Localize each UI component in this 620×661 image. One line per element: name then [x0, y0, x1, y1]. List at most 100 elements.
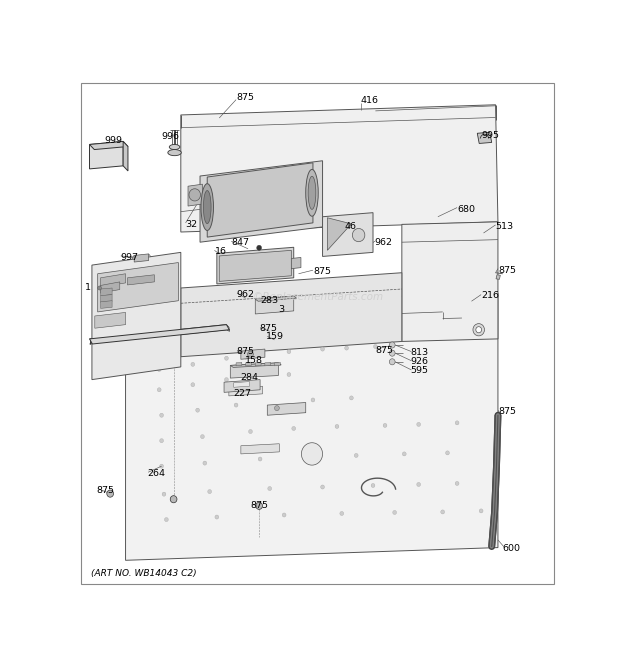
Circle shape	[473, 324, 484, 336]
Polygon shape	[100, 295, 112, 302]
Circle shape	[208, 490, 211, 494]
Polygon shape	[477, 132, 492, 143]
Text: 216: 216	[481, 291, 499, 300]
Polygon shape	[236, 362, 242, 366]
Polygon shape	[89, 141, 123, 169]
Text: 283: 283	[260, 296, 278, 305]
Circle shape	[476, 327, 482, 332]
Circle shape	[389, 342, 395, 348]
Text: 997: 997	[121, 253, 139, 262]
Polygon shape	[267, 403, 306, 415]
Text: 875: 875	[313, 267, 331, 276]
Circle shape	[354, 453, 358, 457]
Polygon shape	[81, 83, 554, 584]
Polygon shape	[219, 251, 291, 282]
Polygon shape	[200, 161, 322, 242]
Circle shape	[157, 388, 161, 392]
Circle shape	[189, 189, 200, 201]
Polygon shape	[322, 213, 373, 256]
Text: 962: 962	[374, 238, 392, 247]
Circle shape	[256, 352, 260, 356]
Polygon shape	[207, 163, 313, 237]
Circle shape	[164, 518, 168, 522]
Text: 926: 926	[410, 358, 428, 366]
Polygon shape	[100, 274, 125, 287]
Circle shape	[98, 286, 102, 290]
Polygon shape	[100, 282, 120, 293]
Circle shape	[292, 426, 296, 430]
Circle shape	[306, 455, 310, 459]
Polygon shape	[402, 222, 498, 342]
Circle shape	[224, 377, 228, 381]
Circle shape	[170, 496, 177, 503]
Circle shape	[191, 362, 195, 366]
Circle shape	[455, 421, 459, 425]
Circle shape	[247, 351, 254, 357]
Circle shape	[215, 515, 219, 519]
Text: 875: 875	[259, 324, 277, 333]
Polygon shape	[265, 362, 271, 366]
Polygon shape	[128, 275, 154, 285]
Text: 264: 264	[147, 469, 165, 479]
Text: 875: 875	[376, 346, 394, 354]
Circle shape	[191, 383, 195, 387]
Circle shape	[373, 344, 378, 348]
Text: 159: 159	[267, 332, 285, 341]
Polygon shape	[234, 381, 249, 387]
Circle shape	[446, 451, 450, 455]
Text: 875: 875	[250, 501, 268, 510]
Text: 513: 513	[495, 222, 513, 231]
Polygon shape	[100, 301, 112, 308]
Text: 1: 1	[85, 284, 91, 293]
Text: 284: 284	[240, 373, 258, 381]
Polygon shape	[89, 141, 128, 149]
Circle shape	[200, 434, 205, 439]
Text: 875: 875	[498, 266, 516, 275]
Polygon shape	[181, 104, 498, 232]
Text: 875: 875	[97, 486, 115, 494]
Circle shape	[383, 424, 387, 428]
Text: 996: 996	[162, 132, 180, 141]
Text: 3: 3	[278, 305, 285, 314]
Circle shape	[311, 398, 315, 402]
Polygon shape	[241, 349, 265, 360]
Circle shape	[417, 422, 420, 426]
Circle shape	[321, 347, 324, 351]
Circle shape	[157, 368, 161, 371]
Circle shape	[160, 439, 164, 443]
Circle shape	[268, 486, 272, 490]
Circle shape	[371, 483, 375, 488]
Polygon shape	[241, 444, 279, 454]
Circle shape	[234, 403, 238, 407]
Circle shape	[301, 443, 322, 465]
Circle shape	[107, 490, 113, 497]
Circle shape	[160, 413, 164, 417]
Text: 32: 32	[185, 220, 198, 229]
Polygon shape	[224, 379, 260, 393]
Circle shape	[160, 464, 164, 468]
Text: ©ReplacementParts.com: ©ReplacementParts.com	[252, 292, 383, 302]
Text: 875: 875	[236, 347, 254, 356]
Polygon shape	[229, 386, 262, 396]
Circle shape	[402, 452, 406, 456]
Polygon shape	[95, 313, 125, 329]
Text: 46: 46	[344, 222, 356, 231]
Circle shape	[389, 359, 395, 365]
Text: 680: 680	[457, 205, 475, 214]
Polygon shape	[246, 362, 252, 366]
Polygon shape	[327, 217, 352, 251]
Polygon shape	[217, 247, 294, 284]
Polygon shape	[255, 296, 294, 314]
Polygon shape	[255, 362, 261, 366]
Polygon shape	[291, 258, 301, 268]
Circle shape	[224, 356, 228, 360]
Polygon shape	[275, 362, 280, 366]
Text: 875: 875	[498, 407, 516, 416]
Text: 962: 962	[236, 290, 254, 299]
Circle shape	[441, 510, 445, 514]
Polygon shape	[181, 273, 402, 357]
Circle shape	[389, 350, 395, 356]
Text: 227: 227	[234, 389, 252, 399]
Polygon shape	[98, 262, 179, 312]
Text: 595: 595	[410, 366, 428, 375]
